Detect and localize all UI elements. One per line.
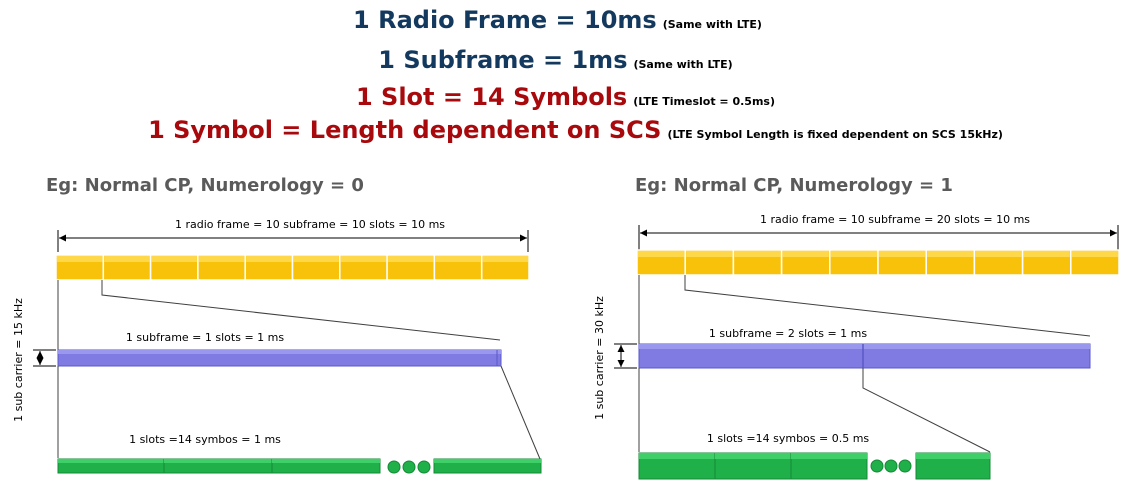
symbol-block-highlight [791, 453, 867, 459]
slot-zoom-line-right [862, 368, 991, 453]
symbol-bar [57, 458, 542, 474]
subframe-block-highlight [686, 251, 733, 257]
headline-symbol: 1 Symbol = Length dependent on SCS (LTE S… [10, 116, 1131, 144]
subframe-block-highlight [782, 251, 829, 257]
slot-label: 1 slots =14 symbos = 1 ms [129, 433, 281, 446]
frame-label: 1 radio frame = 10 subframe = 10 slots =… [175, 218, 445, 231]
subcarrier-label: 1 sub carrier = 15 kHz [12, 298, 25, 422]
subframe-block-highlight [340, 256, 387, 262]
headline-note: (Same with LTE) [633, 58, 733, 71]
ellipsis-dot [387, 460, 401, 474]
symbol-bar [638, 452, 991, 480]
headline-note: (LTE Symbol Length is fixed dependent on… [667, 128, 1003, 141]
headline-subframe: 1 Subframe = 1ms (Same with LTE) [0, 46, 1121, 74]
subframe-block-highlight [638, 251, 685, 257]
symbol-block-highlight [58, 459, 164, 463]
headline-main: 1 Slot = 14 Symbols [355, 83, 628, 111]
symbol-block-highlight [164, 459, 272, 463]
radio-frame-bar [55, 254, 530, 281]
headline-radio-frame: 1 Radio Frame = 10ms (Same with LTE) [0, 6, 1123, 34]
subframe-block-highlight [1071, 251, 1118, 257]
subframe-block-highlight [1023, 251, 1070, 257]
symbol-block-highlight [434, 459, 541, 463]
subframe-block-highlight [293, 256, 339, 262]
headline-slot: 1 Slot = 14 Symbols (LTE Timeslot = 0.5ms… [0, 83, 1131, 111]
subframe-label: 1 subframe = 1 slots = 1 ms [126, 331, 284, 344]
subframe-block-highlight [57, 256, 103, 262]
subframe-label: 1 subframe = 2 slots = 1 ms [709, 327, 867, 340]
subframe-bar-highlight [58, 350, 501, 354]
subframe-block-highlight [246, 256, 292, 262]
symbol-block-highlight [916, 453, 990, 459]
subframe-block-highlight [104, 256, 150, 262]
radio-frame-bar [636, 249, 1120, 276]
frame-label: 1 radio frame = 10 subframe = 20 slots =… [760, 213, 1030, 226]
subframe-block-highlight [151, 256, 197, 262]
slot-label: 1 slots =14 symbos = 0.5 ms [707, 432, 870, 445]
subframe-block-highlight [435, 256, 481, 262]
headline-main: 1 Radio Frame = 10ms [353, 6, 657, 34]
subframe-block-highlight [879, 251, 926, 257]
example-heading-numerology-0: Eg: Normal CP, Numerology = 0 [46, 175, 364, 196]
headline-note: (LTE Timeslot = 0.5ms) [633, 95, 775, 108]
symbol-block-highlight [715, 453, 791, 459]
ellipsis-dot [870, 459, 884, 473]
subframe-block-highlight [482, 256, 528, 262]
zoom-line-right [101, 280, 501, 341]
headline-main: 1 Subframe = 1ms [378, 46, 628, 74]
symbol-block-highlight [272, 459, 380, 463]
subframe-block-highlight [927, 251, 974, 257]
symbol-block-highlight [639, 453, 715, 459]
subframe-block-highlight [830, 251, 877, 257]
example-heading-numerology-1: Eg: Normal CP, Numerology = 1 [635, 175, 953, 196]
example-numerology-1: 1 radio frame = 10 subframe = 20 slots =… [593, 213, 1120, 480]
zoom-line-right [684, 275, 1091, 337]
subcarrier-label: 1 sub carrier = 30 kHz [593, 296, 606, 420]
subframe-block-highlight [975, 251, 1022, 257]
subframe-block-highlight [198, 256, 245, 262]
ellipsis-dot [884, 459, 898, 473]
subframe-block-highlight [388, 256, 434, 262]
ellipsis-dot [898, 459, 912, 473]
example-numerology-0: 1 radio frame = 10 subframe = 10 slots =… [12, 218, 542, 474]
headline-main: 1 Symbol = Length dependent on SCS [148, 116, 662, 144]
ellipsis-dot [402, 460, 416, 474]
ellipsis-dot [417, 460, 431, 474]
slot-zoom-line-right [500, 365, 541, 460]
subframe-bar-highlight [639, 344, 1090, 349]
subframe-block-highlight [734, 251, 781, 257]
headline-note: (Same with LTE) [662, 18, 762, 31]
